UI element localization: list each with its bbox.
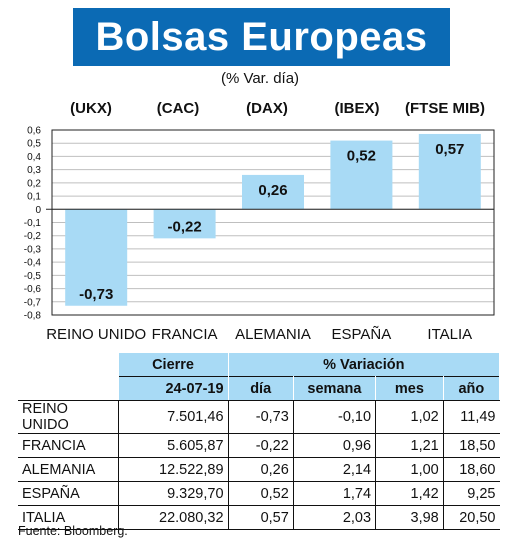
cell-mes: 1,21 — [375, 433, 444, 458]
y-tick-label: 0,3 — [27, 165, 41, 176]
cell-country: FRANCIA — [18, 433, 119, 458]
table-row: ESPAÑA 9.329,70 0,52 1,74 1,42 9,25 — [18, 481, 500, 506]
cell-cierre: 5.605,87 — [118, 433, 229, 458]
header-mes: mes — [375, 376, 444, 401]
table-row: FRANCIA 5.605,87 -0,22 0,96 1,21 18,50 — [18, 433, 500, 458]
x-category-label: FRANCIA — [152, 326, 218, 343]
bar-value-label: 0,57 — [435, 141, 464, 158]
y-tick-label: 0,6 — [27, 126, 41, 137]
index-label-cac: (CAC) — [156, 100, 200, 117]
cell-country: ITALIA — [18, 505, 119, 530]
cell-dia: 0,57 — [228, 505, 294, 530]
table-body: REINO UNIDO 7.501,46 -0,73 -0,10 1,02 11,49 FR… — [18, 400, 500, 530]
header-cierre: Cierre — [118, 353, 229, 377]
cell-mes: 1,02 — [375, 400, 444, 434]
header-date: 24-07-19 — [118, 376, 229, 401]
cell-dia: 0,26 — [228, 457, 294, 482]
header-variacion: % Variación — [228, 353, 501, 377]
title-banner: Bolsas Europeas — [73, 8, 450, 66]
table-row: REINO UNIDO 7.501,46 -0,73 -0,10 1,02 11,49 — [18, 400, 500, 434]
cell-dia: -0,22 — [228, 433, 294, 458]
bar-chart: 0,6 0,5 0,4 0,3 0,2 0,1 0 -0,1 -0,2 -0,3 -0,4 -0,5 -… — [24, 126, 495, 343]
header-semana: semana — [293, 376, 377, 401]
y-tick-label: -0,3 — [24, 244, 42, 255]
cell-semana: 0,96 — [293, 433, 377, 458]
y-tick-label: -0,6 — [24, 284, 42, 295]
cell-mes: 3,98 — [375, 505, 444, 530]
bar-value-label: 0,52 — [347, 148, 376, 165]
bar-value-label: -0,22 — [167, 218, 201, 235]
cell-cierre: 12.522,89 — [118, 457, 229, 482]
page-title: Bolsas Europeas — [95, 14, 428, 59]
cell-semana: 2,14 — [293, 457, 377, 482]
bar-value-label: 0,26 — [258, 182, 287, 199]
x-category-label: ITALIA — [427, 326, 472, 343]
cell-dia: -0,73 — [228, 400, 294, 434]
bar — [153, 209, 216, 239]
y-tick-label: -0,2 — [24, 231, 42, 242]
cell-semana: -0,10 — [293, 400, 377, 434]
bar — [65, 209, 128, 306]
header-ano: año — [443, 376, 501, 401]
source-note: Fuente: Bloomberg. — [18, 524, 128, 538]
cell-country: ALEMANIA — [18, 457, 119, 482]
index-label-ukx: (UKX) — [70, 100, 112, 117]
x-category-label: REINO UNIDO — [46, 326, 146, 343]
market-table: Cierre % Variación 24-07-19 día semana m… — [18, 353, 501, 530]
cell-ano: 18,50 — [443, 433, 500, 458]
y-tick-label: 0,1 — [27, 192, 41, 203]
y-tick-label: -0,5 — [24, 271, 42, 282]
cell-ano: 11,49 — [443, 400, 500, 434]
y-tick-label: 0,2 — [27, 178, 41, 189]
header-dia: día — [228, 376, 294, 401]
index-label-ibex: (IBEX) — [334, 100, 380, 117]
table-row: ALEMANIA 12.522,89 0,26 2,14 1,00 18,60 — [18, 457, 500, 482]
y-tick-label: -0,4 — [24, 258, 42, 269]
cell-semana: 2,03 — [293, 505, 377, 530]
bar — [418, 133, 481, 210]
cell-country: ESPAÑA — [18, 481, 119, 506]
cell-mes: 1,00 — [375, 457, 444, 482]
y-tick-label: 0,5 — [27, 139, 41, 150]
cell-cierre: 7.501,46 — [118, 400, 229, 434]
table-row: ITALIA 22.080,32 0,57 2,03 3,98 20,50 — [18, 505, 500, 530]
chart-subtitle: (% Var. día) — [220, 70, 300, 87]
bar — [330, 140, 393, 210]
cell-ano: 9,25 — [443, 481, 500, 506]
index-label-dax: (DAX) — [246, 100, 288, 117]
cell-ano: 20,50 — [443, 505, 500, 530]
y-tick-label: -0,7 — [24, 297, 42, 308]
cell-ano: 18,60 — [443, 457, 500, 482]
plot-frame — [51, 129, 495, 316]
y-tick-label: -0,8 — [24, 311, 42, 322]
y-tick-label: 0,4 — [27, 152, 41, 163]
bar — [242, 174, 304, 210]
index-label-ftse-mib: (FTSE MIB) — [405, 100, 485, 117]
cell-country: REINO UNIDO — [18, 400, 119, 434]
y-tick-label: 0 — [35, 205, 41, 216]
bar-value-label: -0,73 — [79, 286, 113, 303]
x-category-label: ESPAÑA — [332, 326, 392, 343]
cell-cierre: 22.080,32 — [118, 505, 229, 530]
cell-semana: 1,74 — [293, 481, 377, 506]
y-tick-label: -0,1 — [24, 218, 42, 229]
cell-dia: 0,52 — [228, 481, 294, 506]
cell-mes: 1,42 — [375, 481, 444, 506]
x-category-label: ALEMANIA — [235, 326, 311, 343]
cell-cierre: 9.329,70 — [118, 481, 229, 506]
